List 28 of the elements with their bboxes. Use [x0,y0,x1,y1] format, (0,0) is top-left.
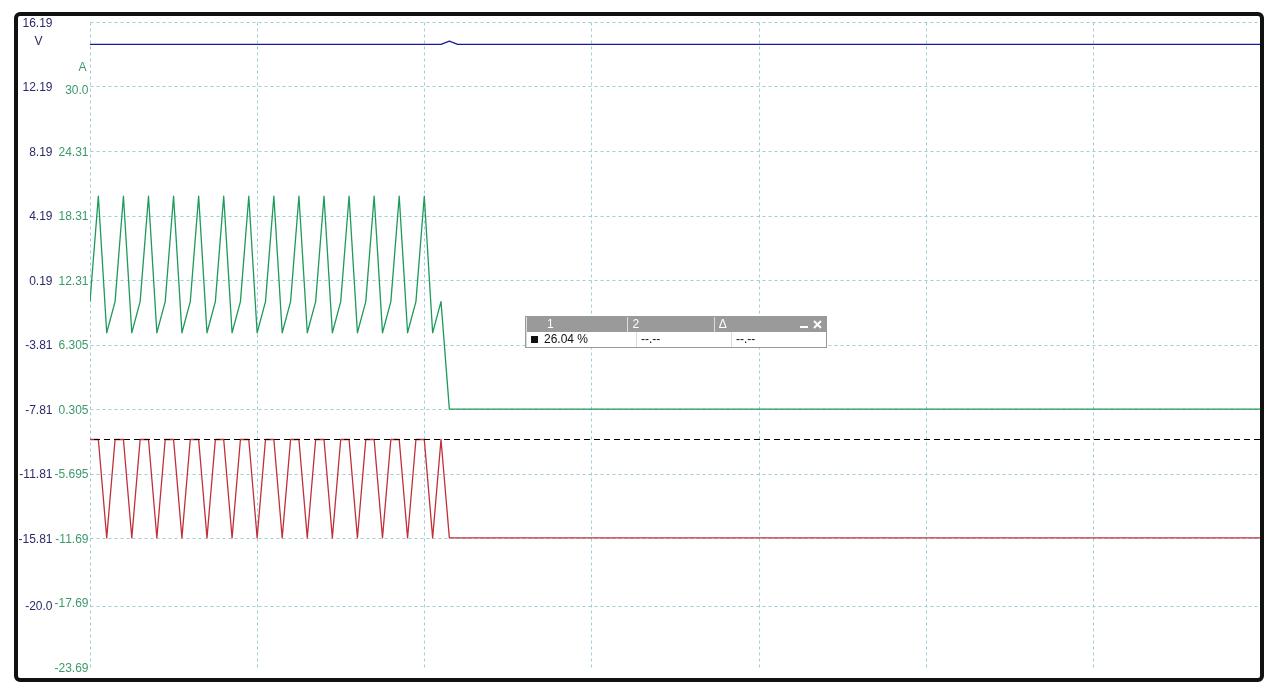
annotation: Δ [713,317,800,332]
y-axis-title: V [34,33,43,48]
y2-axis-title: A [78,59,87,74]
y2-tick-label: 6.305 [58,338,89,353]
y-tick-label: 12.19 [22,80,53,94]
y2-tick-label: 24.31 [58,144,89,159]
y-tick-label: -7.81 [25,402,53,417]
y2-tick-label: 12.31 [58,273,89,288]
y2-tick-label: 18.31 [58,209,89,223]
y2-tick-label: 30.0 [65,83,89,98]
y-tick-label: 0.19 [29,273,53,288]
y2-tick-label: -11.69 [55,531,89,546]
y2-tick-label: -23.69 [54,660,89,675]
annotation: 1 [526,317,628,332]
y-tick-label: 4.19 [29,209,53,223]
y2-tick-label: 0.305 [58,402,89,417]
annotation: 26.04 % [544,332,589,346]
y-tick-label: -15.81 [18,531,53,546]
y-tick-label: -11.81 [19,467,53,481]
y-tick-label: 16.19 [22,15,53,30]
y2-tick-label: -5.695 [54,467,89,482]
annotation: --.-- [736,332,756,346]
y-tick-label: -3.81 [25,338,53,352]
y2-tick-label: -17.69 [54,596,89,610]
annotation: 2 [627,317,714,332]
y-tick-label: 8.19 [29,144,53,159]
annotation: --.-- [641,332,661,346]
y-tick-label: -20.0 [25,599,53,614]
